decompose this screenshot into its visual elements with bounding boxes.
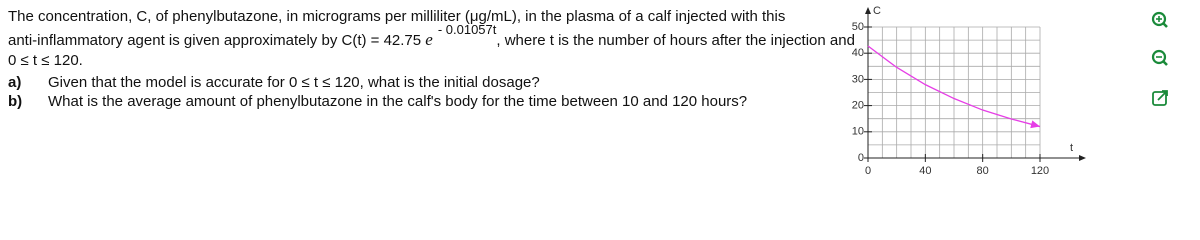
formula-base: e — [425, 30, 433, 49]
x-tick-label: 40 — [919, 165, 931, 177]
intro-line: anti-inflammatory agent is given approxi… — [8, 22, 855, 50]
question-label: b) — [8, 93, 23, 110]
question-text: What is the average amount of phenylbuta… — [48, 93, 748, 110]
zoom-out-button[interactable] — [1151, 49, 1168, 66]
x-tick-label: 0 — [865, 165, 871, 177]
intro-line: 0 ≤ t ≤ 120. — [8, 52, 83, 69]
x-axis-arrow — [1079, 155, 1086, 161]
y-tick-label: 50 — [852, 21, 864, 33]
open-external-button[interactable] — [1152, 90, 1168, 106]
formula-exponent: - 0.01057t — [437, 22, 497, 37]
y-tick-label: 40 — [852, 47, 864, 59]
zoom-in-button[interactable] — [1151, 11, 1168, 28]
intro-text: anti-inflammatory agent is given approxi… — [8, 32, 422, 49]
intro-text: , where t is the number of hours after t… — [496, 32, 855, 49]
curve — [867, 45, 1041, 128]
x-tick-label: 80 — [977, 165, 989, 177]
y-tick-label: 0 — [858, 152, 864, 164]
y-tick-label: 20 — [852, 100, 864, 112]
y-tick-label: 30 — [852, 73, 864, 85]
curve-arrowhead — [1030, 120, 1040, 129]
chart: Ct 0 10 20 30 40 50 0 40 80 120 — [852, 5, 1168, 177]
question-label: a) — [8, 74, 22, 91]
x-tick-label: 120 — [1031, 165, 1049, 177]
y-axis-label: C — [873, 5, 881, 17]
intro-line: The concentration, C, of phenylbutazone,… — [8, 8, 786, 25]
question-text: Given that the model is accurate for 0 ≤… — [48, 74, 540, 91]
x-axis-label: t — [1070, 142, 1073, 154]
y-tick-label: 10 — [852, 126, 864, 138]
y-axis-arrow — [865, 7, 871, 14]
page: The concentration, C, of phenylbutazone,… — [8, 5, 1168, 177]
